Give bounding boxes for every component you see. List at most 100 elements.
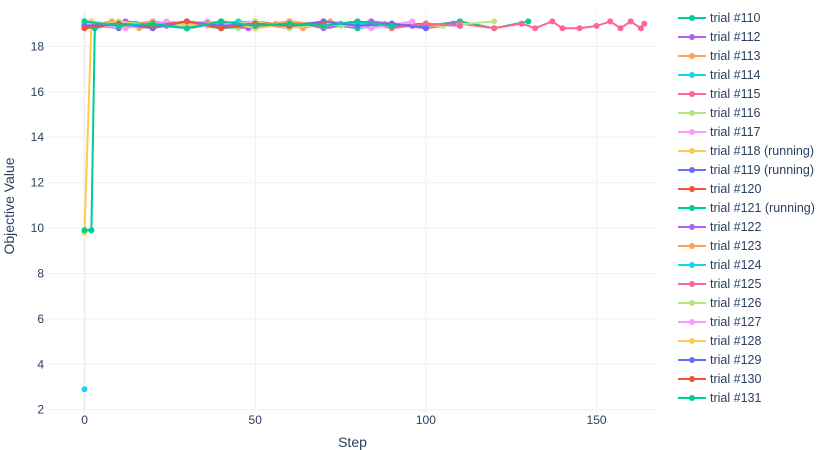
legend-label: trial #127 (710, 315, 761, 329)
legend-label: trial #114 (710, 68, 761, 82)
legend-label: trial #125 (710, 277, 761, 291)
data-point (593, 22, 600, 29)
legend-item[interactable]: trial #117 (678, 125, 761, 139)
legend-item[interactable]: trial #131 (678, 391, 761, 405)
legend-label: trial #120 (710, 182, 761, 196)
data-point (576, 25, 583, 32)
legend-item[interactable]: trial #130 (678, 372, 761, 386)
legend-label: trial #110 (710, 11, 761, 25)
legend-item[interactable]: trial #122 (678, 220, 761, 234)
y-tick-label: 16 (31, 85, 45, 99)
legend-item[interactable]: trial #126 (678, 296, 761, 310)
x-tick-label: 50 (249, 413, 263, 427)
data-point (409, 18, 416, 25)
series-layer (81, 18, 648, 393)
data-point (491, 18, 498, 25)
legend-label: trial #123 (710, 239, 761, 253)
data-point (183, 25, 190, 32)
legend-item[interactable]: trial #120 (678, 182, 761, 196)
series-line (83, 20, 324, 233)
legend-swatch-marker (689, 72, 695, 78)
data-point (218, 18, 225, 25)
x-axis-title: Step (338, 434, 367, 450)
legend-item[interactable]: trial #113 (678, 49, 761, 63)
legend-swatch-marker (689, 262, 695, 268)
legend-swatch-marker (689, 395, 695, 401)
legend-label: trial #124 (710, 258, 761, 272)
legend-item[interactable]: trial #121 (running) (678, 201, 815, 215)
axis-layer: 2 4 6 8 10 12 14 16 18 0 50 100 150 (31, 39, 607, 427)
data-point (115, 22, 122, 29)
series-trial (81, 20, 327, 234)
y-tick-label: 14 (31, 130, 45, 144)
data-point (81, 386, 88, 393)
grid-lines (47, 10, 658, 412)
legend-item[interactable]: trial #125 (678, 277, 761, 291)
legend-swatch-marker (689, 376, 695, 382)
y-tick-label: 12 (31, 176, 45, 190)
legend-item[interactable]: trial #119 (running) (678, 163, 814, 177)
data-point (368, 25, 375, 32)
legend-label: trial #119 (running) (710, 163, 814, 177)
legend-item[interactable]: trial #124 (678, 258, 761, 272)
x-tick-label: 0 (81, 413, 88, 427)
legend-item[interactable]: trial #128 (678, 334, 761, 348)
legend-label: trial #115 (710, 87, 761, 101)
series-line (84, 20, 392, 30)
legend-item[interactable]: trial #115 (678, 87, 761, 101)
data-point (491, 25, 498, 32)
y-tick-label: 2 (37, 403, 44, 417)
data-point (183, 18, 190, 25)
data-point (532, 25, 539, 32)
data-point (388, 22, 395, 29)
legend-swatch-marker (689, 186, 695, 192)
legend-item[interactable]: trial #110 (678, 11, 761, 25)
legend-label: trial #130 (710, 372, 761, 386)
legend-swatch-marker (689, 205, 695, 211)
legend-label: trial #122 (710, 220, 761, 234)
legend-swatch-marker (689, 224, 695, 230)
series-trial (81, 18, 327, 236)
legend-item[interactable]: trial #118 (running) (678, 144, 814, 158)
data-point (218, 25, 225, 32)
legend-swatch-marker (689, 319, 695, 325)
legend-item[interactable]: trial #129 (678, 353, 761, 367)
legend-item[interactable]: trial #114 (678, 68, 761, 82)
data-point (354, 22, 361, 29)
legend-item[interactable]: trial #127 (678, 315, 761, 329)
legend-item[interactable]: trial #116 (678, 106, 761, 120)
legend-swatch-marker (689, 129, 695, 135)
data-point (549, 18, 556, 25)
x-tick-label: 100 (416, 413, 436, 427)
data-point (354, 18, 361, 25)
legend-label: trial #121 (running) (710, 201, 815, 215)
data-point (122, 25, 129, 32)
legend-item[interactable]: trial #123 (678, 239, 761, 253)
legend-swatch-marker (689, 243, 695, 249)
legend-swatch-marker (689, 91, 695, 97)
data-point (607, 18, 614, 25)
legend-item[interactable]: trial #112 (678, 30, 761, 44)
x-tick-label: 150 (587, 413, 607, 427)
y-tick-label: 8 (37, 266, 44, 280)
data-point (81, 18, 88, 25)
data-point (81, 227, 88, 234)
data-point (422, 20, 429, 27)
legend-swatch-marker (689, 281, 695, 287)
data-point (81, 25, 88, 32)
data-point (559, 25, 566, 32)
data-point (286, 20, 293, 27)
y-tick-label: 6 (37, 312, 44, 326)
data-point (641, 20, 648, 27)
data-point (525, 18, 532, 25)
legend: trial #110 trial #112 trial #113 trial #114… (678, 11, 815, 405)
data-point (252, 22, 259, 29)
series-line (84, 22, 324, 232)
series-trial (81, 386, 88, 393)
y-tick-label: 18 (31, 39, 45, 53)
data-point (627, 18, 634, 25)
legend-swatch-marker (689, 110, 695, 116)
data-point (149, 20, 156, 27)
legend-label: trial #118 (running) (710, 144, 814, 158)
